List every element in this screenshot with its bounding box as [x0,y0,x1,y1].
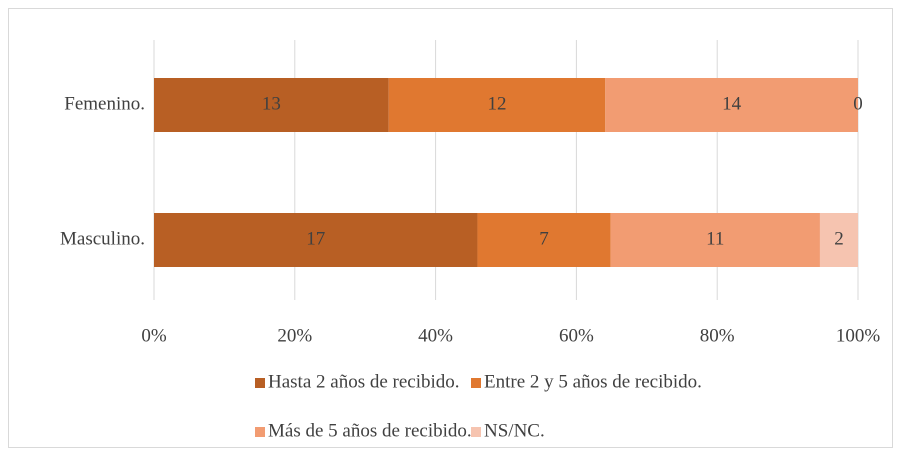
bar-segment [819,213,858,267]
x-tick-label: 0% [141,325,167,346]
data-label: 11 [706,228,724,249]
bar-segment [388,78,606,132]
legend-swatch [471,378,481,388]
data-label: 14 [722,93,742,114]
data-label: 0 [853,93,863,114]
x-tick-label: 20% [277,325,312,346]
y-tick-label: Masculino. [60,228,145,249]
legend-label: NS/NC. [484,420,545,441]
x-tick-label: 60% [559,325,594,346]
data-label: 2 [834,228,844,249]
legend-label: Más de 5 años de recibido. [268,420,472,441]
x-tick-label: 100% [836,325,881,346]
bar-segment [154,78,389,132]
bar-segment [610,213,820,267]
legend-swatch [471,427,481,437]
legend-swatch [255,427,265,437]
bar-segment [154,213,478,267]
bar-segment [605,78,858,132]
data-label: 13 [262,93,281,114]
legend-swatch [255,378,265,388]
data-label: 7 [539,228,549,249]
x-tick-label: 40% [418,325,453,346]
legend-label: Entre 2 y 5 años de recibido. [484,371,702,392]
y-tick-label: Femenino. [64,93,145,114]
data-label: 17 [306,228,325,249]
legend-label: Hasta 2 años de recibido. [268,371,460,392]
x-tick-label: 80% [700,325,735,346]
data-label: 12 [487,93,506,114]
bar-segment [477,213,611,267]
